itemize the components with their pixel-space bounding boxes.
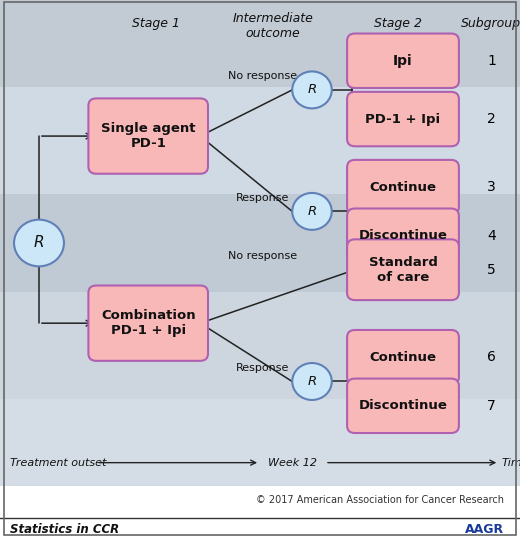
- FancyBboxPatch shape: [347, 208, 459, 263]
- Text: PD-1 + Ipi: PD-1 + Ipi: [366, 113, 440, 126]
- Text: Intermediate
outcome: Intermediate outcome: [232, 12, 314, 40]
- FancyBboxPatch shape: [0, 88, 520, 194]
- Text: Single agent
PD-1: Single agent PD-1: [101, 122, 196, 150]
- FancyBboxPatch shape: [0, 486, 520, 537]
- Text: No response: No response: [228, 71, 297, 81]
- Text: Continue: Continue: [370, 351, 436, 364]
- Text: Continue: Continue: [370, 180, 436, 194]
- FancyBboxPatch shape: [347, 33, 459, 88]
- Text: Subgroup: Subgroup: [461, 17, 520, 30]
- Text: Ipi: Ipi: [393, 54, 413, 68]
- Text: R: R: [307, 205, 317, 218]
- Circle shape: [14, 220, 64, 266]
- FancyBboxPatch shape: [347, 330, 459, 384]
- Text: No response: No response: [228, 251, 297, 261]
- Text: 6: 6: [487, 350, 496, 364]
- FancyBboxPatch shape: [347, 379, 459, 433]
- Text: Stage 2: Stage 2: [374, 17, 422, 30]
- Text: AAGR: AAGR: [465, 523, 504, 536]
- FancyBboxPatch shape: [347, 160, 459, 214]
- Text: Week 12: Week 12: [268, 458, 317, 468]
- Text: Treatment outset: Treatment outset: [10, 458, 107, 468]
- Text: R: R: [34, 236, 44, 250]
- Text: Discontinue: Discontinue: [359, 229, 447, 242]
- FancyBboxPatch shape: [88, 98, 208, 174]
- Text: 1: 1: [487, 54, 496, 68]
- Text: Response: Response: [236, 193, 289, 202]
- FancyBboxPatch shape: [347, 240, 459, 300]
- Text: Combination
PD-1 + Ipi: Combination PD-1 + Ipi: [101, 309, 196, 337]
- Text: R: R: [307, 83, 317, 97]
- Circle shape: [292, 71, 332, 108]
- Text: Standard
of care: Standard of care: [369, 256, 437, 284]
- FancyBboxPatch shape: [0, 292, 520, 398]
- Text: 4: 4: [487, 229, 496, 243]
- Text: 2: 2: [487, 112, 496, 126]
- Text: R: R: [307, 375, 317, 388]
- Text: Stage 1: Stage 1: [132, 17, 180, 30]
- FancyBboxPatch shape: [347, 92, 459, 146]
- Text: Response: Response: [236, 363, 289, 373]
- Text: 7: 7: [487, 399, 496, 413]
- Text: Statistics in CCR: Statistics in CCR: [10, 523, 120, 536]
- Text: Time: Time: [502, 458, 520, 468]
- FancyBboxPatch shape: [0, 0, 520, 88]
- Text: © 2017 American Association for Cancer Research: © 2017 American Association for Cancer R…: [256, 495, 504, 505]
- Circle shape: [292, 193, 332, 230]
- Circle shape: [292, 363, 332, 400]
- FancyBboxPatch shape: [0, 194, 520, 292]
- FancyBboxPatch shape: [88, 286, 208, 361]
- Text: Discontinue: Discontinue: [359, 400, 447, 412]
- Text: 5: 5: [487, 263, 496, 277]
- FancyBboxPatch shape: [0, 398, 520, 486]
- Text: 3: 3: [487, 180, 496, 194]
